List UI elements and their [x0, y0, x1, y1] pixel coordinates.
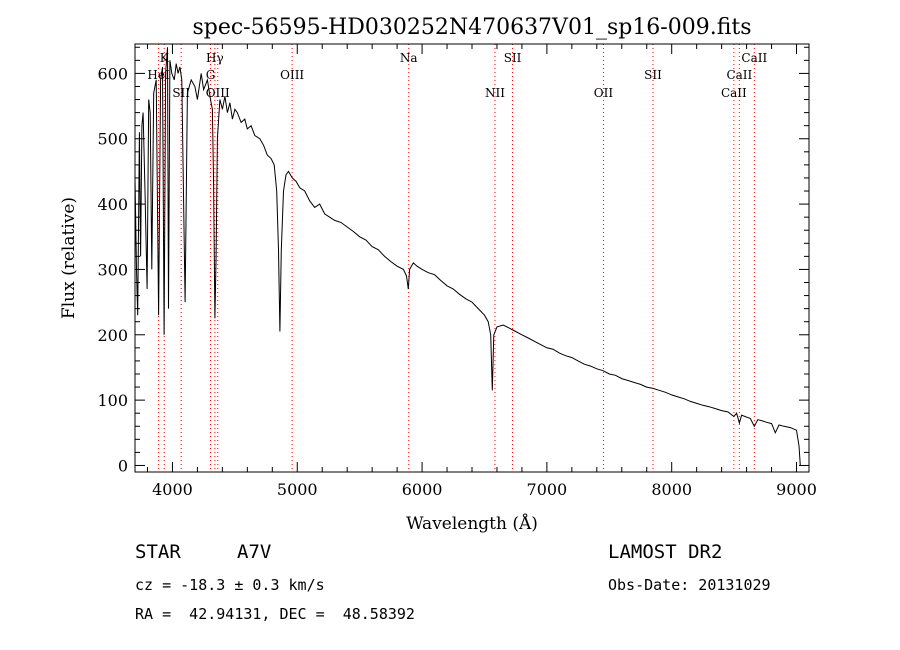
object-subclass: A7V	[237, 541, 272, 563]
redshift-velocity: cz = -18.3 ± 0.3 km/s	[135, 576, 325, 594]
line-marker-label: G	[206, 68, 216, 82]
x-tick-label: 8000	[651, 480, 692, 499]
observation-date: Obs-Date: 20131029	[608, 576, 771, 594]
y-axis-label: Flux (relative)	[59, 197, 79, 319]
line-marker-label: Hγ	[206, 51, 224, 65]
spectrum-line	[134, 47, 801, 466]
x-axis-label: Wavelength (Å)	[406, 513, 538, 534]
y-tick-label: 0	[118, 456, 128, 475]
survey-name: LAMOST DR2	[608, 541, 723, 563]
line-marker-label: SII	[172, 86, 190, 100]
line-marker-label: HeI	[147, 68, 170, 82]
line-marker-label: SII	[644, 68, 662, 82]
line-marker-label: K	[160, 51, 170, 65]
object-class: STAR	[135, 541, 181, 563]
x-tick-label: 9000	[776, 480, 817, 499]
y-tick-label: 500	[97, 130, 128, 149]
y-tick-label: 200	[97, 326, 128, 345]
y-axis: 0 100 200 300 400 500 600	[97, 46, 809, 475]
x-tick-label: 6000	[402, 480, 443, 499]
line-marker-label: Na	[400, 51, 418, 65]
line-marker-label: CaII	[741, 51, 767, 65]
y-tick-label: 300	[97, 260, 128, 279]
chart-title: spec-56595-HD030252N470637V01_sp16-009.f…	[192, 15, 751, 40]
y-tick-label: 600	[97, 64, 128, 83]
x-tick-label: 7000	[527, 480, 568, 499]
x-tick-label: 4000	[152, 480, 193, 499]
line-marker-label: OIII	[206, 86, 230, 100]
plot-frame	[134, 43, 810, 473]
y-tick-label: 400	[97, 195, 128, 214]
spectral-line-markers	[158, 44, 755, 472]
line-marker-label: OII	[594, 86, 614, 100]
line-marker-label: NII	[485, 86, 505, 100]
line-marker-label: OIII	[280, 68, 304, 82]
y-tick-label: 100	[97, 391, 128, 410]
coordinates: RA = 42.94131, DEC = 48.58392	[135, 605, 415, 623]
x-tick-label: 5000	[277, 480, 318, 499]
line-marker-label: CaII	[726, 68, 752, 82]
line-marker-label: CaII	[721, 86, 747, 100]
line-marker-label: SII	[504, 51, 522, 65]
x-axis: 4000 5000 6000 7000 8000 9000	[146, 44, 817, 499]
